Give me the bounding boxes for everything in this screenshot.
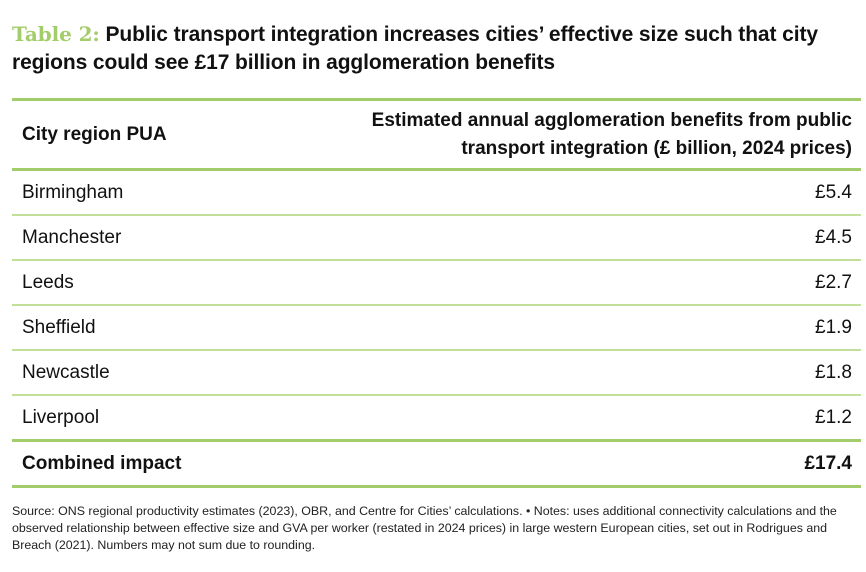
table-total-row: Combined impact £17.4 (12, 442, 861, 485)
table-header-rule (12, 168, 861, 171)
benefit-cell: £1.2 (815, 406, 852, 428)
table-row: Sheffield £1.9 (12, 306, 861, 349)
total-label: Combined impact (22, 452, 182, 474)
total-top-rule (12, 439, 861, 442)
benefit-cell: £4.5 (815, 226, 852, 248)
total-value: £17.4 (804, 452, 852, 474)
row-divider (12, 214, 861, 216)
table-row: Manchester £4.5 (12, 216, 861, 259)
region-cell: Liverpool (22, 406, 100, 428)
row-divider (12, 259, 861, 261)
region-cell: Leeds (22, 271, 74, 293)
table-row: Newcastle £1.8 (12, 351, 861, 394)
table-number-label: Table 2: (12, 22, 100, 46)
row-divider (12, 394, 861, 396)
data-table: City region PUA Estimated annual agglome… (12, 98, 861, 488)
benefit-cell: £2.7 (815, 271, 852, 293)
benefit-cell: £1.8 (815, 361, 852, 383)
region-cell: Birmingham (22, 181, 124, 203)
region-cell: Newcastle (22, 361, 110, 383)
table-row: Birmingham £5.4 (12, 171, 861, 214)
table-top-rule (12, 98, 861, 101)
source-footnote: Source: ONS regional productivity estima… (12, 504, 837, 552)
table-row: Leeds £2.7 (12, 261, 861, 304)
table-title: Table 2: Public transport integration in… (12, 20, 857, 77)
column-header-benefit: Estimated annual agglomeration benefits … (371, 109, 852, 159)
table-row: Liverpool £1.2 (12, 396, 861, 439)
column-header-region: City region PUA (22, 123, 167, 145)
row-divider (12, 304, 861, 306)
table-title-text: Public transport integration increases c… (12, 23, 818, 74)
benefit-cell: £1.9 (815, 316, 852, 338)
benefit-cell: £5.4 (815, 181, 852, 203)
row-divider (12, 349, 861, 351)
table-header-row: City region PUA Estimated annual agglome… (12, 101, 861, 168)
region-cell: Manchester (22, 226, 122, 248)
region-cell: Sheffield (22, 316, 96, 338)
table-bottom-rule (12, 485, 861, 488)
